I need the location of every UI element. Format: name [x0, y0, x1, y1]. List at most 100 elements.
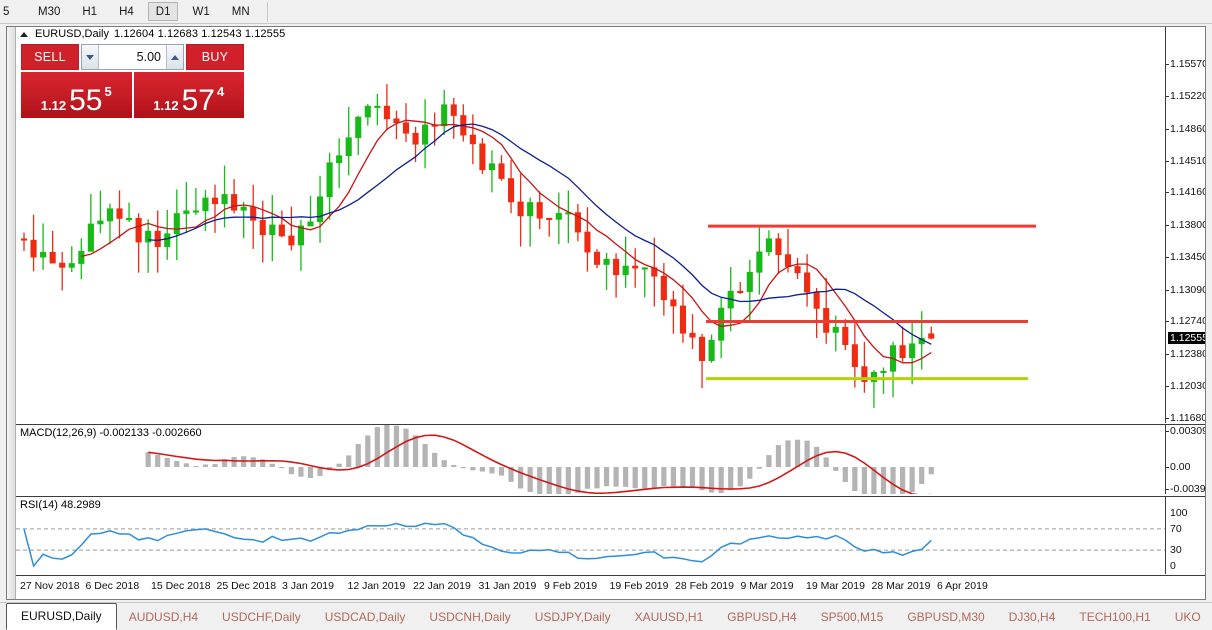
- sell-price-prefix: 1.12: [40, 98, 67, 113]
- chart-tab-audusd-h4[interactable]: AUDUSD,H4: [128, 610, 199, 624]
- chart-tab-sp500-m15[interactable]: SP500,M15: [820, 610, 884, 624]
- chart-tab-dj30-h4[interactable]: DJ30,H4: [1008, 610, 1056, 624]
- toolbar-separator: [266, 1, 268, 22]
- date-axis-ticks: 27 Nov 2018 6 Dec 2018 15 Dec 2018 25 Dec 2…: [16, 576, 1167, 600]
- volume-increase-button[interactable]: [166, 45, 183, 69]
- price-tick-label: 1.12030: [1166, 380, 1205, 392]
- date-tick-label: 28 Mar 2019: [871, 580, 931, 592]
- timeframe-button-h4[interactable]: H4: [119, 6, 134, 18]
- one-click-top-row: SELL 5.00 BUY: [21, 44, 244, 70]
- tick-dash: [1166, 417, 1169, 419]
- chart-tab-bar: EURUSD,Daily AUDUSD,H4 USDCHF,Daily USDCAD,…: [0, 602, 1212, 630]
- rsi-tick-label: 70: [1170, 522, 1182, 535]
- sell-price-main: 55: [69, 84, 103, 117]
- tick-dash: [1166, 385, 1169, 387]
- volume-stepper[interactable]: 5.00: [81, 44, 184, 70]
- chart-tab-gbpusd-m30[interactable]: GBPUSD,M30: [907, 610, 985, 624]
- macd-tick-label: 0.00: [1166, 461, 1190, 473]
- price-pane[interactable]: 1.15570 1.15220 1.14860 1.14510 1.14160 1.138…: [16, 27, 1205, 423]
- tick-dash: [1166, 431, 1169, 432]
- chart-canvas[interactable]: EURUSD,Daily 1.12604 1.12683 1.12543 1.1…: [16, 27, 1205, 599]
- price-tick-label: 1.13090: [1166, 284, 1205, 296]
- one-click-price-row: 1.12 55 5 1.12 57 4: [21, 72, 244, 118]
- price-plot[interactable]: [16, 27, 1167, 423]
- chart-tab-usdcnh-daily[interactable]: USDCNH,Daily: [429, 610, 511, 624]
- tick-dash: [1166, 256, 1169, 258]
- chart-ohlc-values: 1.12604 1.12683 1.12543 1.12555: [113, 28, 286, 40]
- timeframe-button-mn[interactable]: MN: [231, 6, 250, 18]
- timeframe-button-w1[interactable]: W1: [192, 6, 210, 18]
- buy-price-prefix: 1.12: [153, 98, 179, 113]
- date-tick-label: 19 Feb 2019: [609, 580, 669, 592]
- price-tick-label: 1.12380: [1166, 348, 1205, 360]
- chart-vertical-scrollbar[interactable]: [7, 27, 16, 599]
- rsi-plot[interactable]: [16, 497, 1167, 574]
- sell-button[interactable]: SELL: [21, 44, 79, 70]
- macd-pane[interactable]: MACD(12,26,9) -0.002133 -0.002660 0.0030…: [16, 424, 1205, 494]
- chart-tab-usdjpy-daily[interactable]: USDJPY,Daily: [534, 610, 611, 624]
- volume-decrease-button[interactable]: [82, 45, 99, 69]
- date-tick-label: 9 Feb 2019: [544, 580, 598, 592]
- chevron-down-icon: [86, 54, 94, 60]
- price-tick-label: 1.11680: [1166, 412, 1205, 423]
- rsi-tick-label: 100: [1170, 507, 1188, 519]
- rsi-pane[interactable]: RSI(14) 48.2989 100 70 30 0: [16, 496, 1205, 574]
- chart-tab-xauusd-h1[interactable]: XAUUSD,H1: [634, 610, 704, 624]
- date-tick-label: 6 Dec 2018: [85, 580, 140, 592]
- rsi-tick-label: 0: [1170, 560, 1176, 572]
- date-axis[interactable]: 27 Nov 2018 6 Dec 2018 15 Dec 2018 25 Dec 2…: [16, 575, 1205, 600]
- rsi-label: RSI(14) 48.2989: [20, 499, 101, 511]
- date-tick-label: 12 Jan 2019: [347, 580, 406, 592]
- chevron-up-icon: [171, 54, 179, 60]
- collapse-triangle-icon[interactable]: [20, 31, 28, 37]
- price-tick-label: 1.13800: [1166, 219, 1205, 231]
- chart-tab-gbpusd-h4[interactable]: GBPUSD,H4: [727, 610, 797, 624]
- tick-dash: [1166, 289, 1169, 291]
- timeframe-button-d1[interactable]: D1: [147, 2, 179, 21]
- buy-price-main: 57: [181, 84, 215, 117]
- date-tick-label: 28 Feb 2019: [675, 580, 734, 592]
- price-tick-label: 1.15220: [1166, 90, 1205, 102]
- rsi-svg: [16, 522, 1167, 568]
- date-tick-label: 6 Apr 2019: [937, 580, 988, 592]
- date-tick-label: 27 Nov 2018: [20, 580, 80, 592]
- price-tick-label: 1.14860: [1166, 123, 1205, 135]
- buy-button[interactable]: BUY: [186, 44, 244, 70]
- date-tick-label: 9 Mar 2019: [740, 580, 794, 592]
- chart-tab-uko[interactable]: UKO: [1174, 610, 1201, 624]
- timeframe-button-h1[interactable]: H1: [82, 6, 98, 18]
- chart-tab-usdcad-daily[interactable]: USDCAD,Daily: [324, 610, 406, 624]
- price-tick-label: 1.14510: [1166, 155, 1205, 167]
- chart-tab-eurusd-daily[interactable]: EURUSD,Daily: [6, 603, 117, 630]
- sell-price-display[interactable]: 1.12 55 5: [21, 72, 132, 118]
- chart-title-bar: EURUSD,Daily 1.12604 1.12683 1.12543 1.1…: [16, 27, 285, 41]
- price-axis-scale[interactable]: 1.15570 1.15220 1.14860 1.14510 1.14160 1.138…: [1165, 27, 1205, 423]
- price-tick-label: 1.14160: [1166, 186, 1205, 198]
- chart-tab-tech100-h1[interactable]: TECH100,H1: [1079, 610, 1151, 624]
- buy-price-display[interactable]: 1.12 57 4: [133, 72, 244, 118]
- macd-svg: [145, 425, 934, 494]
- chart-window: EURUSD,Daily 1.12604 1.12683 1.12543 1.1…: [6, 26, 1206, 600]
- rsi-axis-scale: 100 70 30 0: [1165, 497, 1205, 574]
- tick-dash: [1166, 96, 1169, 98]
- tick-dash: [1166, 354, 1169, 356]
- chart-tab-usdchf-daily[interactable]: USDCHF,Daily: [222, 610, 301, 624]
- date-tick-label: 22 Jan 2019: [413, 580, 471, 592]
- tick-dash: [1166, 64, 1169, 66]
- one-click-trading-panel: SELL 5.00 BUY 1.12 55 5: [21, 44, 244, 118]
- date-tick-label: 31 Jan 2019: [478, 580, 537, 592]
- macd-axis-scale: 0.003095 0.00 -0.003947: [1165, 425, 1205, 494]
- tick-dash: [1166, 192, 1169, 194]
- candlestick-svg: [20, 84, 1036, 409]
- macd-plot[interactable]: [16, 425, 1167, 494]
- sell-price-fraction: 5: [104, 84, 112, 99]
- timeframe-button-m30[interactable]: M30: [38, 6, 61, 18]
- tick-dash: [1166, 467, 1169, 468]
- macd-tick-label: -0.003947: [1166, 483, 1205, 494]
- volume-input[interactable]: 5.00: [99, 45, 166, 69]
- date-tick-label: 3 Jan 2019: [282, 580, 334, 592]
- tick-dash: [1166, 225, 1169, 227]
- rsi-tick-label: 30: [1170, 544, 1182, 557]
- timeframe-button-m5[interactable]: 5: [3, 6, 10, 18]
